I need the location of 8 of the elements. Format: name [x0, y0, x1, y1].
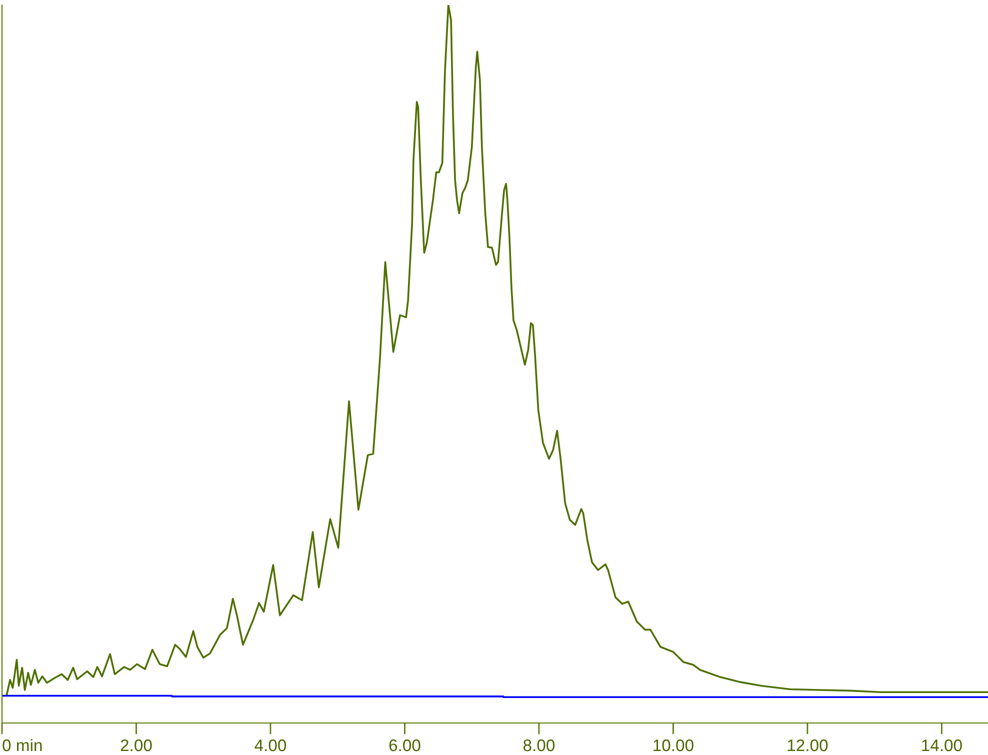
x-tick-label: 12.00 [788, 739, 828, 752]
x-tick-label: 4.00 [254, 739, 286, 752]
x-tick-label: 10.00 [654, 739, 694, 752]
x-tick-label: 2.00 [120, 739, 152, 752]
x-tick-label: 8.00 [523, 739, 555, 752]
x-tick-label: 14.00 [922, 739, 962, 752]
x-tick-label: 0 min [2, 738, 42, 752]
x-tick-label: 6.00 [389, 739, 420, 752]
